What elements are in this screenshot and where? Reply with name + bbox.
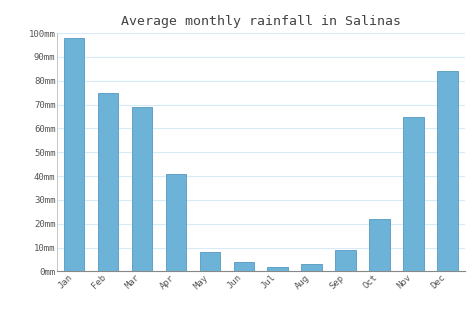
Bar — [438, 71, 458, 271]
Bar — [369, 219, 390, 271]
Bar — [403, 117, 424, 271]
Bar — [200, 252, 220, 271]
Bar — [301, 264, 322, 271]
Title: Average monthly rainfall in Salinas: Average monthly rainfall in Salinas — [121, 15, 401, 28]
Bar — [132, 107, 152, 271]
Bar — [267, 267, 288, 271]
Bar — [165, 174, 186, 271]
Bar — [234, 262, 254, 271]
Bar — [98, 93, 118, 271]
Bar — [64, 38, 84, 271]
Bar — [336, 250, 356, 271]
